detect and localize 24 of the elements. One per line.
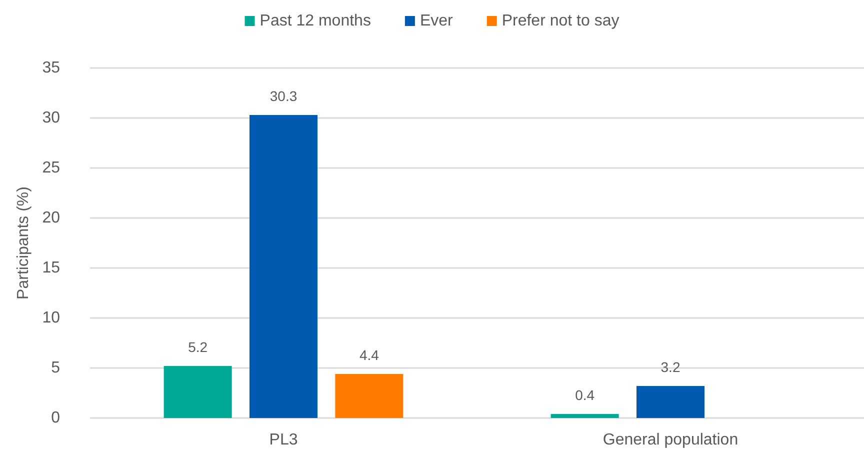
x-tick-label: PL3 (269, 432, 298, 448)
bar (636, 386, 704, 418)
y-tick-label: 5 (51, 360, 60, 376)
x-tick-label: General population (602, 432, 738, 448)
data-label: 4.4 (359, 347, 380, 363)
data-label: 30.3 (270, 88, 298, 104)
y-tick-label: 0 (51, 410, 60, 426)
data-label: 3.2 (660, 359, 680, 375)
bar (250, 115, 318, 418)
y-tick-label: 20 (42, 210, 60, 226)
data-label: 5.2 (188, 339, 208, 355)
y-axis-title: Participants (%) (14, 186, 32, 300)
bar (164, 366, 232, 418)
y-tick-label: 35 (42, 60, 60, 76)
y-tick-label: 30 (42, 110, 60, 126)
y-tick-label: 10 (42, 310, 60, 326)
data-label: 0.4 (575, 387, 595, 403)
legend-label: Prefer not to say (502, 12, 620, 30)
legend-label: Past 12 months (260, 12, 371, 30)
bar (550, 414, 619, 418)
y-tick-label: 25 (42, 160, 60, 176)
bar (335, 374, 404, 418)
legend-label: Ever (420, 12, 454, 30)
y-tick-label: 15 (42, 260, 60, 276)
